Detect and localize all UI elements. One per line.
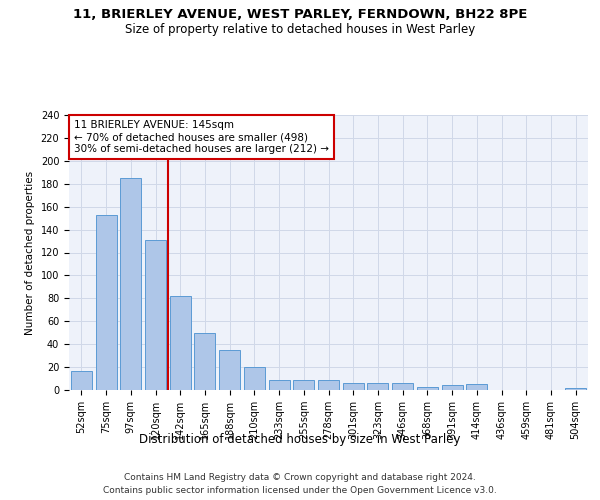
Bar — [293, 380, 314, 390]
Bar — [219, 350, 240, 390]
Bar — [244, 367, 265, 390]
Bar — [71, 370, 92, 390]
Bar — [343, 383, 364, 390]
Bar — [145, 240, 166, 390]
Bar — [269, 380, 290, 390]
Bar — [466, 384, 487, 390]
Bar — [392, 383, 413, 390]
Bar — [318, 380, 339, 390]
Text: Contains HM Land Registry data © Crown copyright and database right 2024.: Contains HM Land Registry data © Crown c… — [124, 472, 476, 482]
Text: 11 BRIERLEY AVENUE: 145sqm
← 70% of detached houses are smaller (498)
30% of sem: 11 BRIERLEY AVENUE: 145sqm ← 70% of deta… — [74, 120, 329, 154]
Bar — [95, 214, 116, 390]
Bar — [120, 178, 141, 390]
Text: 11, BRIERLEY AVENUE, WEST PARLEY, FERNDOWN, BH22 8PE: 11, BRIERLEY AVENUE, WEST PARLEY, FERNDO… — [73, 8, 527, 20]
Text: Contains public sector information licensed under the Open Government Licence v3: Contains public sector information licen… — [103, 486, 497, 495]
Bar — [194, 332, 215, 390]
Bar — [565, 388, 586, 390]
Bar — [417, 386, 438, 390]
Y-axis label: Number of detached properties: Number of detached properties — [25, 170, 35, 334]
Text: Distribution of detached houses by size in West Parley: Distribution of detached houses by size … — [139, 432, 461, 446]
Bar — [170, 296, 191, 390]
Bar — [367, 383, 388, 390]
Text: Size of property relative to detached houses in West Parley: Size of property relative to detached ho… — [125, 22, 475, 36]
Bar — [442, 386, 463, 390]
